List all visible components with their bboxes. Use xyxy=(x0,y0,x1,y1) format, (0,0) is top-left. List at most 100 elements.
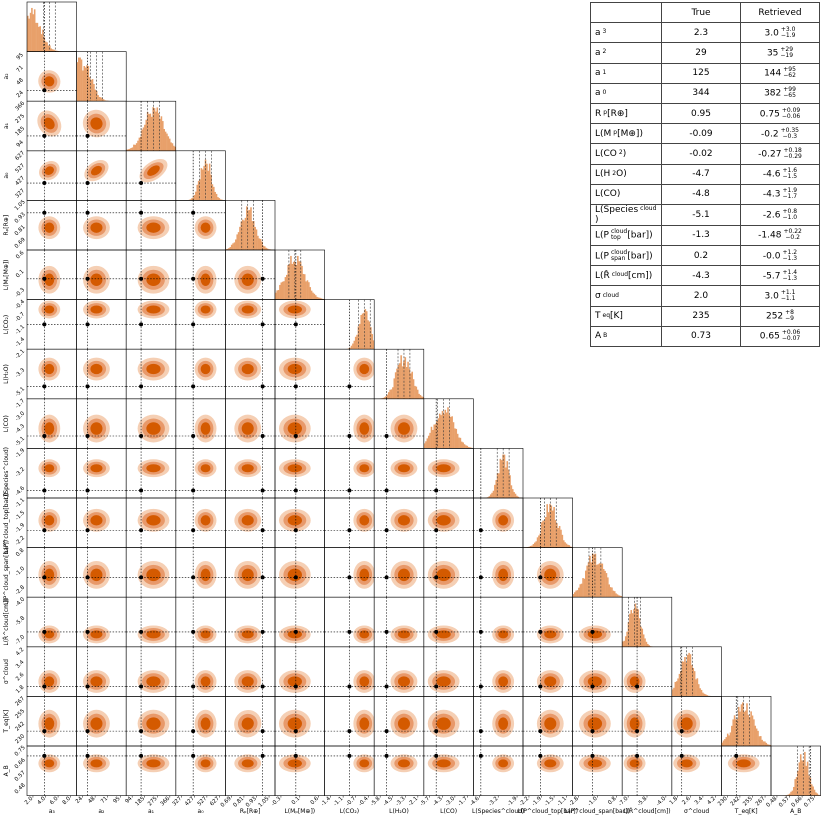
histogram-bar xyxy=(616,594,619,598)
panel xyxy=(76,547,127,598)
histogram-bar xyxy=(567,544,569,548)
panel xyxy=(175,348,226,400)
y-axis-label: L(CO₂) xyxy=(3,315,10,334)
histogram-bar xyxy=(686,654,689,697)
histogram-bar xyxy=(746,703,748,746)
y-tick-label: -4.0 xyxy=(14,596,26,608)
panel xyxy=(175,745,226,796)
histogram-bar xyxy=(387,392,390,399)
truth-point xyxy=(42,629,47,634)
histogram-bar xyxy=(728,735,730,746)
contours xyxy=(83,508,110,532)
retrieved-median: -0.2 xyxy=(761,129,779,140)
contours xyxy=(137,459,170,478)
histogram-bar xyxy=(243,220,245,250)
histogram-bar xyxy=(301,265,303,300)
upper-error: +95 xyxy=(783,66,796,74)
histogram-bar xyxy=(454,428,456,449)
histogram-bar xyxy=(396,368,398,399)
y-tick-label: 185 xyxy=(14,125,26,137)
histogram-bar xyxy=(492,490,495,498)
x-axis-label: a₂ xyxy=(98,808,105,815)
histogram-bar xyxy=(452,422,455,449)
histogram-bar xyxy=(390,389,393,399)
contours xyxy=(38,70,61,93)
contours xyxy=(38,459,61,478)
histogram-bar xyxy=(759,736,762,746)
histogram-bar xyxy=(500,460,503,498)
panel xyxy=(522,497,573,548)
truth-point xyxy=(85,528,90,533)
histogram-bar xyxy=(491,492,493,498)
contours xyxy=(579,670,611,693)
histogram-bar xyxy=(411,371,413,399)
contour-level xyxy=(44,759,55,768)
table-row: σ cloud 2.0 3.0 +1.1 −1.1 xyxy=(590,285,820,307)
contour-level xyxy=(90,676,103,687)
contours xyxy=(353,508,375,532)
histogram-bar xyxy=(538,535,540,548)
histogram-bar xyxy=(408,368,411,399)
panel xyxy=(125,299,177,350)
panel xyxy=(373,398,425,449)
panel xyxy=(721,745,772,796)
truth-point xyxy=(42,322,47,327)
contours xyxy=(38,625,61,644)
histogram-bar xyxy=(241,219,244,250)
histogram-bar xyxy=(561,534,564,548)
y-axis-label: L(CO) xyxy=(3,415,10,432)
truth-point xyxy=(139,276,144,281)
panel xyxy=(26,249,77,300)
histogram-bar xyxy=(795,777,798,796)
truth-point xyxy=(260,434,265,438)
truth-point xyxy=(191,753,196,758)
histogram-bar xyxy=(137,140,139,151)
truth-point xyxy=(85,684,90,689)
panel xyxy=(225,448,276,499)
x-axis-label: Rₚ[R⊕] xyxy=(240,808,261,815)
param-symbol: σ xyxy=(595,291,601,302)
panel xyxy=(572,696,623,747)
histogram-bar xyxy=(569,546,572,548)
contour-level xyxy=(397,515,410,526)
retrieved-median: 0.75 xyxy=(759,109,780,120)
x-axis-label: L(H₂O) xyxy=(389,808,409,815)
contours xyxy=(492,709,515,738)
lower-error: −1.5 xyxy=(782,173,798,181)
histogram-bar xyxy=(733,715,736,746)
panel xyxy=(26,696,77,747)
x-axis-label: L(P^cloud_span[bar]) xyxy=(565,808,630,815)
contour-level xyxy=(146,305,161,314)
table-row: L(H 2 O) -4.7 -4.6 +1.6 −1.5 xyxy=(590,163,820,185)
histogram-bar xyxy=(291,263,294,300)
contour-level xyxy=(397,464,410,473)
histogram-bar xyxy=(696,678,699,697)
y-axis-label: L(P^cloud_top[bar]) xyxy=(3,493,10,553)
y-tick-label: -0.4 xyxy=(14,299,26,311)
contour-level xyxy=(436,676,451,687)
truth-point xyxy=(191,434,196,438)
panel xyxy=(225,596,276,648)
histogram-bar xyxy=(596,564,598,598)
histogram-bar xyxy=(76,62,79,102)
truth-point xyxy=(347,629,352,634)
panel xyxy=(76,348,127,400)
truth-point xyxy=(85,276,90,281)
histogram-bar xyxy=(514,493,517,498)
histogram-bar xyxy=(788,793,791,796)
histogram-bar xyxy=(549,503,551,548)
histogram-bar xyxy=(766,744,769,746)
x-tick-label: 71 xyxy=(100,796,109,805)
contour-level xyxy=(498,676,509,687)
histogram-bar xyxy=(319,297,321,300)
y-tick-label: 427 xyxy=(14,175,26,187)
contour-level xyxy=(241,422,254,435)
panel xyxy=(26,497,77,548)
contour-level xyxy=(498,759,509,768)
histogram-bar xyxy=(562,540,565,548)
x-axis-label: L(Mₚ[M⊕]) xyxy=(284,808,315,815)
histogram-bar xyxy=(28,18,30,52)
